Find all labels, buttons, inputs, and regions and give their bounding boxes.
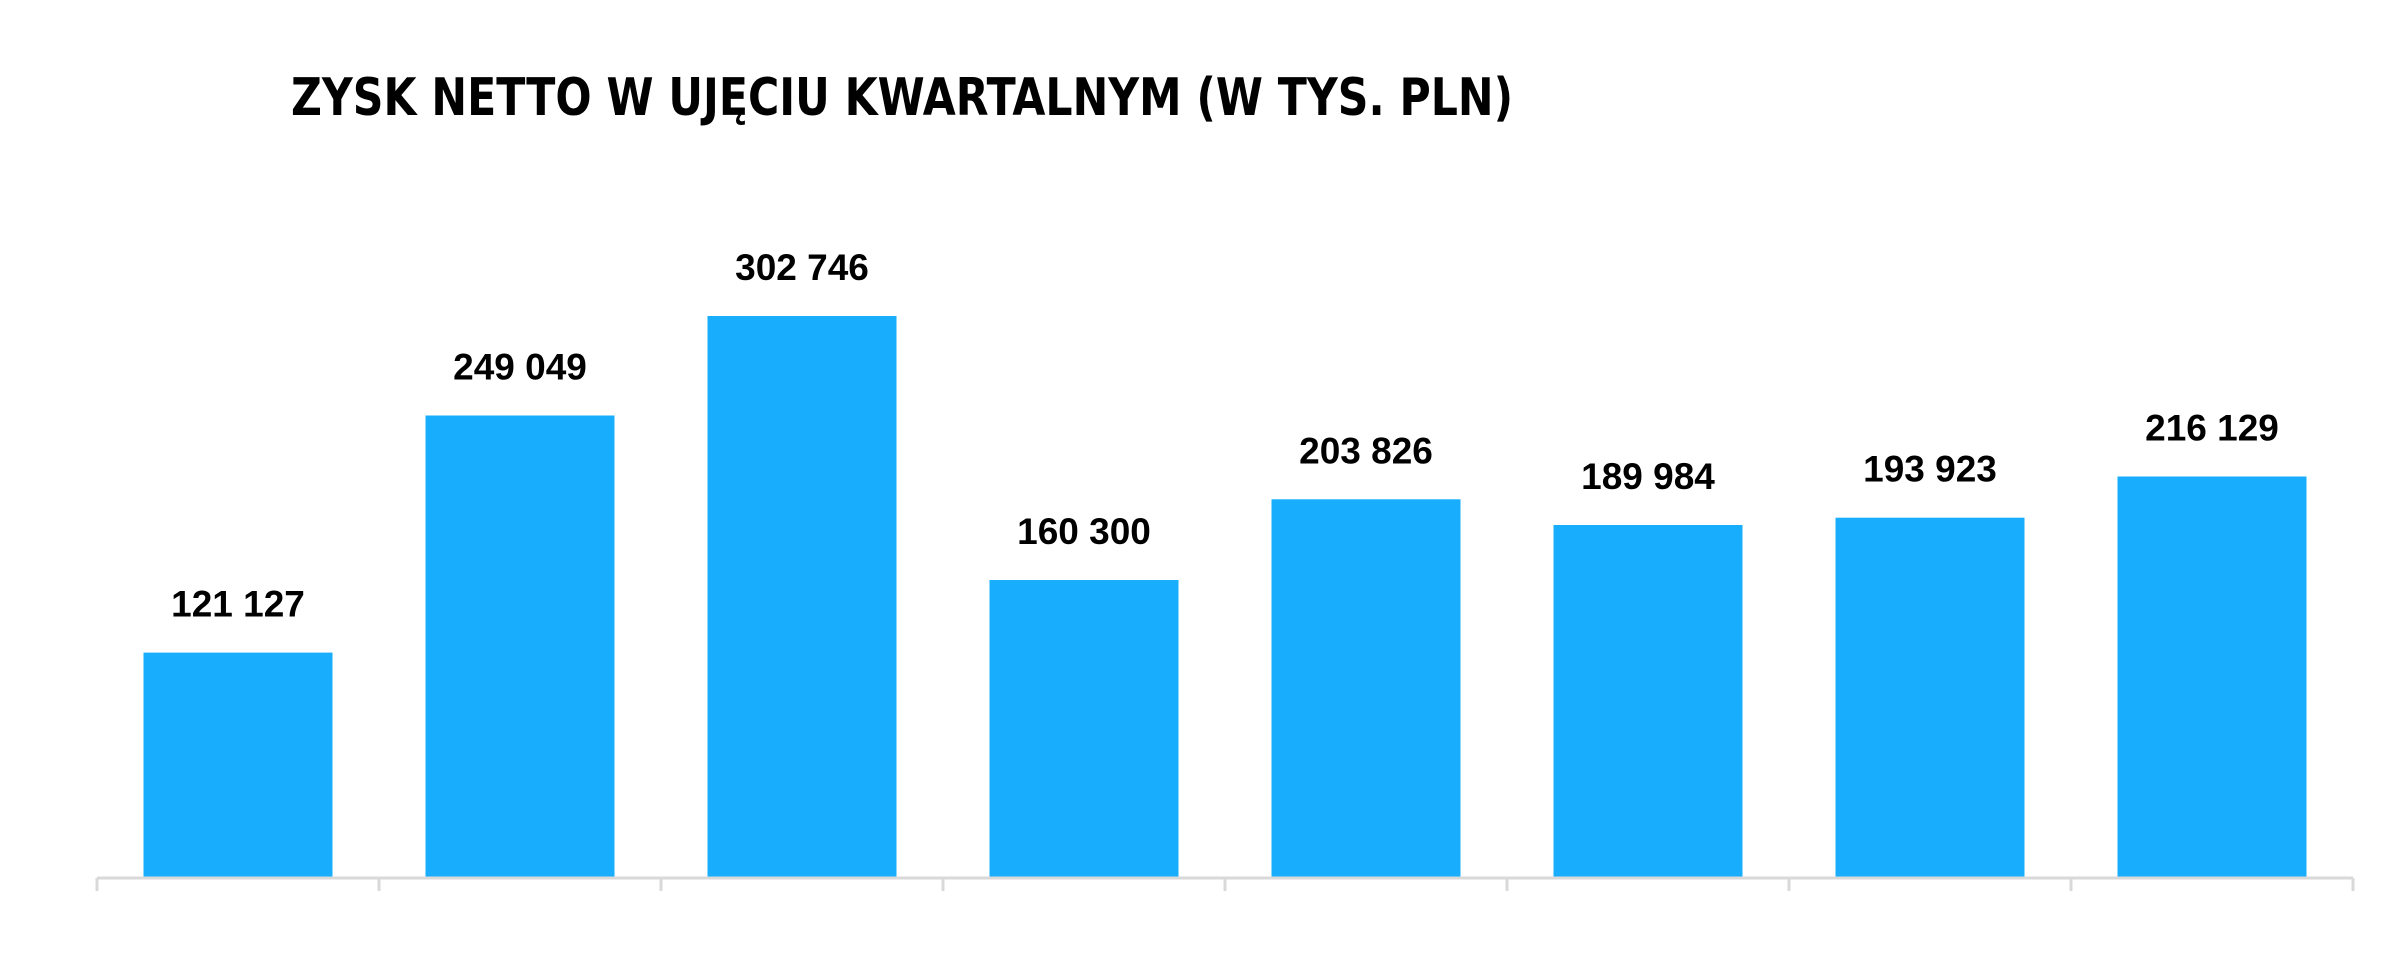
chart-title: ZYSK NETTO W UJĘCIU KWARTALNYM (W TYS. P… <box>291 68 1514 128</box>
bar-5 <box>1271 499 1461 877</box>
bars-layer <box>143 316 2307 877</box>
bar-7 <box>1835 517 2025 877</box>
data-label-1: 121 127 <box>171 584 305 625</box>
data-label-2: 249 049 <box>453 347 587 388</box>
data-label-7: 193 923 <box>1863 449 1997 490</box>
bar-6 <box>1553 525 1743 877</box>
bar-1 <box>143 652 333 877</box>
bar-2 <box>425 415 615 877</box>
data-label-4: 160 300 <box>1017 511 1151 552</box>
data-label-5: 203 826 <box>1299 430 1433 471</box>
data-label-6: 189 984 <box>1581 456 1715 497</box>
bar-3 <box>707 316 897 877</box>
bar-8 <box>2117 476 2307 877</box>
bar-4 <box>989 580 1179 877</box>
data-labels-layer: 121 127 249 049 302 746 160 300 203 826 189 9… <box>171 247 2279 625</box>
x-axis <box>95 876 2355 891</box>
data-label-8: 216 129 <box>2145 408 2279 449</box>
data-label-3: 302 746 <box>735 247 869 288</box>
